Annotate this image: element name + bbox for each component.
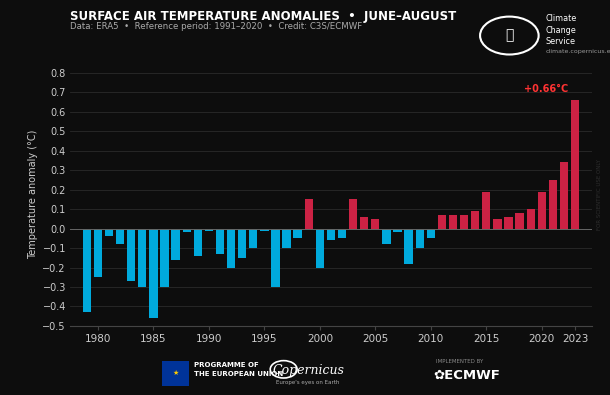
Bar: [205, 229, 213, 231]
Bar: [282, 229, 291, 248]
Bar: [116, 229, 124, 244]
Bar: [515, 213, 524, 229]
Bar: [504, 217, 512, 229]
Text: Climate
Change
Service: Climate Change Service: [546, 14, 577, 47]
Bar: [260, 229, 268, 231]
Bar: [393, 229, 401, 233]
Text: 🌡: 🌡: [505, 28, 514, 43]
Bar: [415, 229, 424, 248]
Bar: [193, 229, 202, 256]
Text: ✿ECMWF: ✿ECMWF: [433, 369, 500, 382]
Text: +0.66°C: +0.66°C: [524, 84, 569, 94]
Bar: [438, 215, 446, 229]
Bar: [338, 229, 346, 238]
Text: PROGRAMME OF: PROGRAMME OF: [194, 362, 259, 369]
Bar: [82, 229, 91, 312]
Bar: [426, 229, 435, 238]
Bar: [105, 229, 113, 236]
Bar: [482, 192, 490, 229]
Bar: [127, 229, 135, 281]
Bar: [371, 219, 379, 229]
Bar: [293, 229, 302, 238]
Bar: [460, 215, 468, 229]
Bar: [249, 229, 257, 248]
Bar: [304, 199, 313, 229]
Bar: [404, 229, 413, 263]
Bar: [382, 229, 390, 244]
Bar: [471, 211, 479, 229]
Bar: [537, 192, 546, 229]
Bar: [94, 229, 102, 277]
Bar: [149, 229, 157, 318]
Bar: [526, 209, 535, 229]
Bar: [360, 217, 368, 229]
Text: Data: ERA5  •  Reference period: 1991–2020  •  Credit: C3S/ECMWF: Data: ERA5 • Reference period: 1991–2020…: [70, 22, 362, 31]
Bar: [549, 180, 557, 229]
Bar: [227, 229, 235, 267]
Text: climate.copernicus.eu: climate.copernicus.eu: [546, 49, 610, 55]
Bar: [349, 199, 357, 229]
Text: Copernicus: Copernicus: [272, 364, 344, 376]
Y-axis label: Temperature anomaly (°C): Temperature anomaly (°C): [28, 130, 38, 259]
Bar: [271, 229, 279, 287]
Bar: [171, 229, 180, 260]
Bar: [449, 215, 457, 229]
Text: FOR SCIENTIFIC USE ONLY: FOR SCIENTIFIC USE ONLY: [597, 159, 602, 230]
Text: ★: ★: [172, 370, 179, 376]
Text: SURFACE AIR TEMPERATURE ANOMALIES  •  JUNE–AUGUST: SURFACE AIR TEMPERATURE ANOMALIES • JUNE…: [70, 10, 456, 23]
Bar: [493, 219, 501, 229]
Bar: [571, 100, 580, 229]
Text: Europe's eyes on Earth: Europe's eyes on Earth: [276, 380, 340, 385]
Bar: [315, 229, 324, 267]
Bar: [238, 229, 246, 258]
Bar: [138, 229, 146, 287]
Text: THE EUROPEAN UNION: THE EUROPEAN UNION: [194, 371, 283, 378]
Bar: [160, 229, 168, 287]
Bar: [560, 162, 568, 229]
Bar: [327, 229, 335, 240]
Text: IMPLEMENTED BY: IMPLEMENTED BY: [436, 359, 483, 364]
Bar: [182, 229, 191, 233]
Bar: [216, 229, 224, 254]
